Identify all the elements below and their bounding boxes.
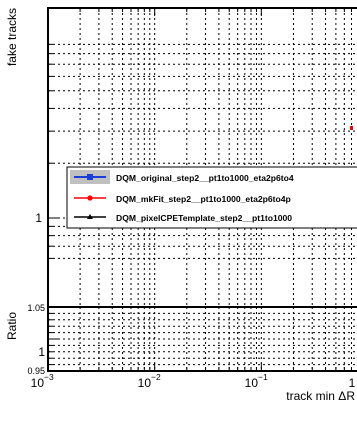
xlabel: track min ΔR xyxy=(286,389,355,403)
legend: DQM_original_step2__pt1to1000_eta2p6to4 … xyxy=(66,166,357,229)
legend-label-pixelcpe: DQM_pixelCPETemplate_step2__pt1to1000 xyxy=(116,213,292,223)
legend-label-mkfit: DQM_mkFit_step2__pt1to1000_eta2p6to4p xyxy=(116,194,291,204)
svg-text:−2: −2 xyxy=(151,372,161,382)
legend-entry-original: DQM_original_step2__pt1to1000_eta2p6to4 xyxy=(70,170,294,184)
ratio-ytick-label-1: 1 xyxy=(38,345,45,359)
xtick-label-1e-1: 10 −1 xyxy=(245,372,268,390)
xtick-label-1: 1 xyxy=(349,376,356,390)
xtick-label-1e-2: 10 −2 xyxy=(138,372,161,390)
svg-text:10: 10 xyxy=(31,376,45,390)
axis-ticks xyxy=(47,8,352,372)
series-mkfit-marker xyxy=(350,126,353,130)
main-ytick-label-1: 1 xyxy=(35,211,42,225)
legend-marker-circle xyxy=(87,195,93,201)
svg-text:10: 10 xyxy=(138,376,152,390)
xtick-label-1e-3: 10 −3 xyxy=(31,372,54,390)
legend-marker-triangle xyxy=(87,214,93,219)
legend-label-original: DQM_original_step2__pt1to1000_eta2p6to4 xyxy=(116,173,294,183)
svg-text:−3: −3 xyxy=(44,372,54,382)
svg-text:−1: −1 xyxy=(258,372,268,382)
legend-entry-pixelcpe: DQM_pixelCPETemplate_step2__pt1to1000 xyxy=(74,213,292,223)
main-panel-frame xyxy=(47,7,357,308)
ratio-ylabel: Ratio xyxy=(5,312,19,340)
legend-box xyxy=(66,166,357,229)
ratio-ytick-label-0.95: 0.95 xyxy=(27,366,45,376)
main-ylabel: fake tracks xyxy=(5,8,19,66)
grid xyxy=(47,8,357,371)
ratio-ytick-label-1.05: 1.05 xyxy=(27,303,45,313)
legend-entry-mkfit: DQM_mkFit_step2__pt1to1000_eta2p6to4p xyxy=(74,194,291,204)
svg-text:10: 10 xyxy=(245,376,259,390)
legend-marker-square xyxy=(87,174,93,180)
